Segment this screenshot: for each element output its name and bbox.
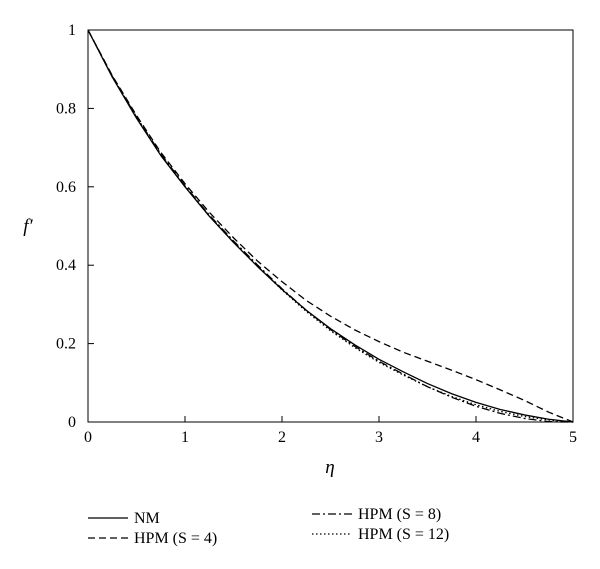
series-line-2: [87, 29, 573, 423]
series-line-0: [87, 29, 574, 423]
y-axis-title: f′: [23, 216, 33, 237]
y-tick-label: 1: [68, 22, 76, 39]
legend-item-hpm-s8: HPM (S = 8): [312, 506, 441, 523]
legend-label-hpm-s4: HPM (S = 4): [134, 530, 217, 547]
legend-label-nm: NM: [134, 510, 160, 527]
axis-ticks: [87, 29, 574, 423]
y-tick-label: 0.2: [56, 336, 76, 353]
legend-item-hpm-s12: HPM (S = 12): [312, 526, 449, 543]
x-tick-label: 3: [375, 429, 383, 446]
plot-frame: [87, 29, 574, 423]
x-tick-label: 4: [472, 429, 480, 446]
x-axis-title: η: [325, 457, 334, 478]
y-tick-label: 0.6: [56, 179, 76, 196]
x-tick-label: 1: [181, 429, 189, 446]
axis-tick-labels: 0 1 2 3 4 5 0 0.2 0.4 0.6 0.8 1: [56, 22, 577, 446]
series-lines: [87, 29, 574, 423]
x-tick-label: 2: [278, 429, 286, 446]
x-tick-label: 0: [84, 429, 92, 446]
series-line-1: [87, 29, 574, 423]
x-tick-label: 5: [569, 429, 577, 446]
y-tick-label: 0: [68, 414, 76, 431]
y-tick-label: 0.4: [56, 257, 76, 274]
series-line-3: [87, 29, 574, 423]
legend-label-hpm-s12: HPM (S = 12): [358, 526, 449, 543]
legend: NM HPM (S = 4) HPM (S = 8) HPM (S = 12): [88, 506, 449, 547]
legend-item-nm: NM: [88, 510, 160, 527]
y-tick-label: 0.8: [56, 100, 76, 117]
legend-label-hpm-s8: HPM (S = 8): [358, 506, 441, 523]
legend-item-hpm-s4: HPM (S = 4): [88, 530, 217, 547]
